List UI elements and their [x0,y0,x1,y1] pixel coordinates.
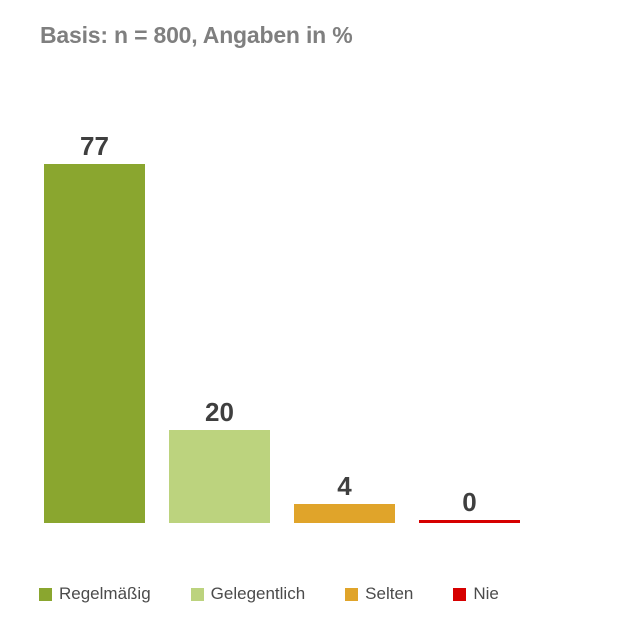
legend-swatch-icon [345,587,359,601]
legend-label: Nie [473,584,499,603]
legend-item-nie: Nie [453,584,499,604]
bar-group-selten: 4 [294,0,395,523]
legend-label: Selten [365,584,414,603]
bar-plot: 77 20 4 0 [44,0,565,523]
bar-value-label: 77 [80,131,109,161]
legend-item-gelegentlich: Gelegentlich [190,584,306,604]
bar-regelmaessig [44,164,145,523]
bar-gelegentlich [169,430,270,523]
legend-item-regelmaessig: Regelmäßig [39,584,151,604]
legend-swatch-icon [190,587,204,601]
bar-group-gelegentlich: 20 [169,0,270,523]
legend-swatch-icon [39,587,52,601]
legend-swatch-icon [453,587,467,601]
chart-legend: Regelmäßig Gelegentlich Selten Nie [39,584,499,604]
bar-nie [419,520,520,523]
bar-value-label: 20 [205,397,234,427]
chart-title: Basis: n = 800, Angaben in % [40,22,353,48]
bar-value-label: 0 [462,487,477,517]
legend-label: Regelmäßig [59,584,151,603]
bar-value-label: 4 [337,471,352,501]
legend-label: Gelegentlich [210,584,306,603]
bar-group-regelmaessig: 77 [44,0,145,523]
legend-item-selten: Selten [345,584,413,604]
bar-selten [294,504,395,523]
bar-group-nie: 0 [419,0,520,523]
